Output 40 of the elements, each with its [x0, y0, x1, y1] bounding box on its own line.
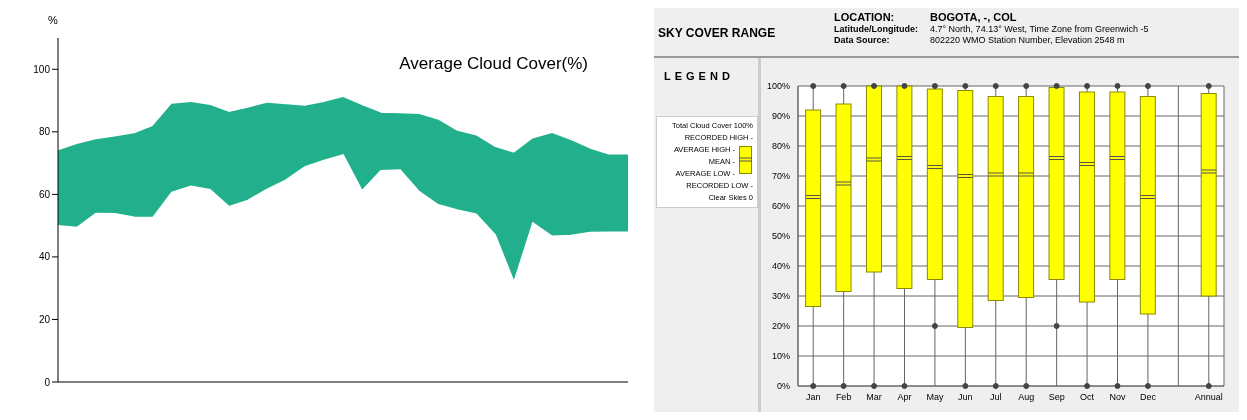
y-tick-label: 70% — [771, 171, 790, 182]
text: Average Cloud Cover(%) — [399, 54, 588, 74]
y-tick-label: 0 — [44, 376, 51, 388]
x-tick-label: Dec — [1139, 392, 1157, 403]
y-tick-label: 60% — [771, 201, 790, 212]
text: LOCATION: — [834, 11, 896, 23]
chart-title: SKY COVER RANGE — [658, 26, 776, 40]
y-tick-label: 0% — [776, 381, 790, 392]
y-tick-label: 100% — [766, 81, 790, 92]
y-tick-label: 20% — [771, 321, 790, 332]
x-tick-label: Nov — [1109, 392, 1126, 403]
x-tick-label: Apr — [897, 392, 912, 403]
y-tick-label: 40 — [38, 251, 51, 263]
source-note: Data Source: — [834, 35, 891, 45]
text: BOGOTA, -, COL — [930, 11, 1018, 23]
x-tick-label: May — [926, 392, 944, 403]
y-tick-label: 90% — [771, 111, 790, 122]
y-tick-label: 100 — [33, 63, 51, 75]
y-tick-label: 80% — [771, 141, 790, 152]
x-tick-label: Jul — [990, 392, 1002, 403]
y-tick-label: 60 — [38, 188, 51, 200]
x-tick-label: Jan — [805, 392, 821, 403]
y-tick-label: 20 — [38, 314, 51, 325]
x-tick-label: Jun — [958, 392, 973, 403]
x-tick-label: Feb — [835, 392, 852, 403]
text: Latitude/Longitude: — [834, 24, 919, 34]
y-axis-title: % — [48, 13, 58, 26]
x-tick-label: Annual — [1194, 392, 1223, 403]
y-tick-label: 30% — [771, 291, 790, 302]
x-tick-label: Mar — [866, 392, 882, 403]
y-tick-label: 50% — [771, 231, 790, 242]
y-tick-label: 80 — [38, 126, 51, 138]
x-tick-label: Aug — [1018, 392, 1035, 403]
y-tick-label: 10% — [771, 351, 790, 362]
text: 802220 WMO Station Number, Elevation 2548 m — [930, 35, 1126, 45]
y-tick-label: 40% — [771, 261, 790, 272]
x-tick-label: Sep — [1048, 392, 1065, 403]
text: 4.7° North, 74.13° West, Time Zone from Greenwich -5 — [930, 24, 1149, 34]
text: LEGEND — [664, 70, 734, 82]
x-tick-label: Oct — [1080, 392, 1095, 403]
